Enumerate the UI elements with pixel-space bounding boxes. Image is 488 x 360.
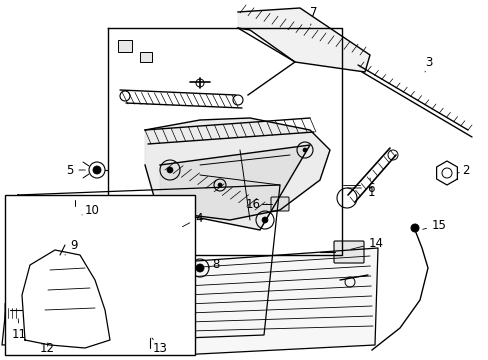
Bar xyxy=(60,235,82,253)
Circle shape xyxy=(196,264,203,272)
Text: 10: 10 xyxy=(82,203,100,216)
Text: 9: 9 xyxy=(65,239,77,255)
Polygon shape xyxy=(145,118,329,220)
Text: 3: 3 xyxy=(424,55,431,72)
Text: 15: 15 xyxy=(422,219,446,231)
Bar xyxy=(65,260,85,276)
Bar xyxy=(60,212,78,226)
Bar xyxy=(5,195,195,355)
Bar xyxy=(30,210,52,226)
FancyBboxPatch shape xyxy=(5,303,21,319)
FancyBboxPatch shape xyxy=(270,197,288,211)
Text: 14: 14 xyxy=(350,237,383,249)
Text: 8: 8 xyxy=(207,258,219,271)
Circle shape xyxy=(218,183,222,187)
Bar xyxy=(38,265,56,279)
Text: 6: 6 xyxy=(347,181,374,194)
Bar xyxy=(140,52,152,62)
Polygon shape xyxy=(160,145,309,230)
Text: 13: 13 xyxy=(152,338,167,356)
Circle shape xyxy=(93,166,101,174)
Circle shape xyxy=(149,284,161,296)
Polygon shape xyxy=(238,8,369,72)
Text: 12: 12 xyxy=(40,342,55,356)
Bar xyxy=(48,315,66,329)
Text: 16: 16 xyxy=(245,198,266,211)
Bar xyxy=(118,40,132,52)
Polygon shape xyxy=(22,250,110,348)
Circle shape xyxy=(147,327,153,333)
Text: 11: 11 xyxy=(12,319,27,342)
Text: 2: 2 xyxy=(457,163,468,176)
Circle shape xyxy=(47,332,53,338)
Text: 5: 5 xyxy=(66,163,85,176)
Circle shape xyxy=(410,224,418,232)
Bar xyxy=(88,207,108,222)
Bar xyxy=(32,238,52,254)
Text: 4: 4 xyxy=(182,212,202,227)
Text: 7: 7 xyxy=(309,5,317,25)
FancyBboxPatch shape xyxy=(333,241,363,263)
Text: 1: 1 xyxy=(367,178,375,198)
Bar xyxy=(42,290,58,304)
Circle shape xyxy=(262,217,267,223)
Polygon shape xyxy=(179,248,377,355)
Circle shape xyxy=(303,148,306,152)
Circle shape xyxy=(167,167,173,173)
Bar xyxy=(68,285,88,300)
